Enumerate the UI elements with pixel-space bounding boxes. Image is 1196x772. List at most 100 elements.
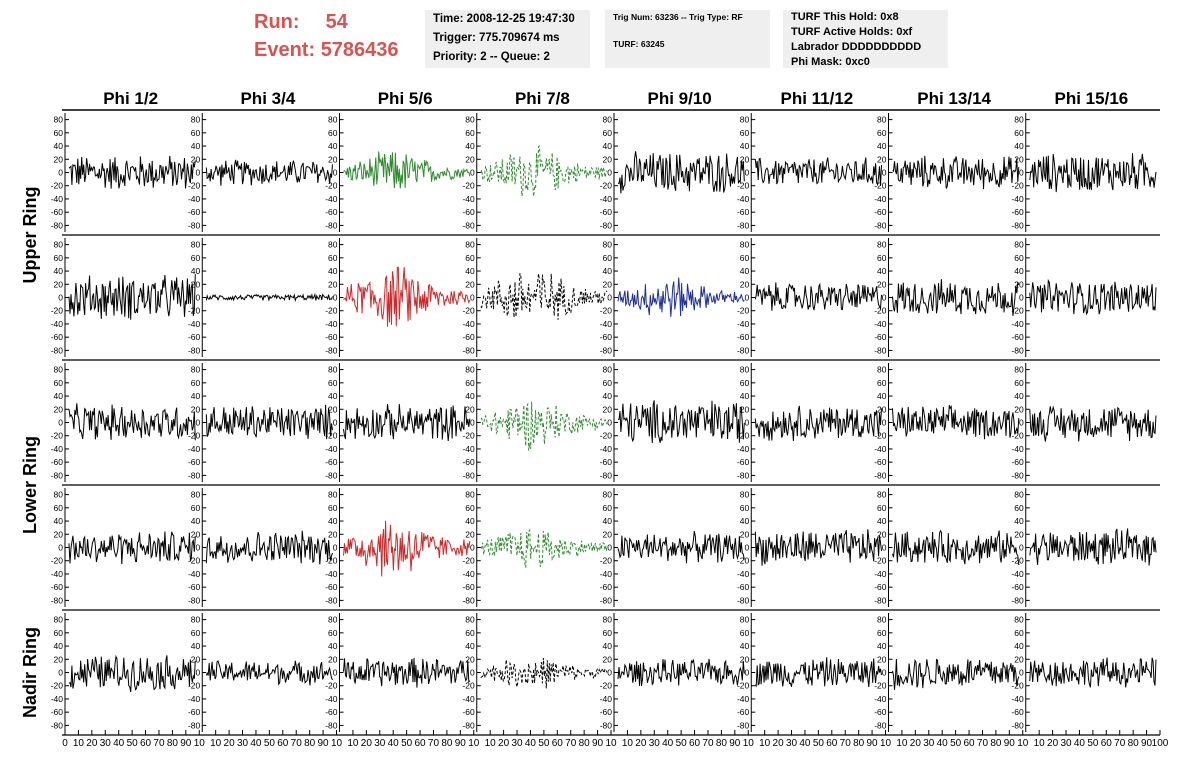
y-tick-label: -20 — [1011, 181, 1024, 191]
y-tick-label: 60 — [877, 628, 887, 638]
x-tick-label: 30 — [923, 738, 935, 749]
y-tick-label: 20 — [54, 529, 64, 539]
waveform-trace — [480, 401, 608, 451]
x-tick-label: 40 — [662, 738, 674, 749]
y-tick-label: -20 — [188, 306, 201, 316]
y-tick-label: -60 — [325, 207, 338, 217]
y-tick-label: 0 — [196, 543, 201, 553]
y-tick-label: -60 — [1011, 207, 1024, 217]
y-tick-label: -60 — [737, 582, 750, 592]
y-tick-label: -60 — [600, 707, 613, 717]
y-tick-label: -20 — [737, 681, 750, 691]
y-tick-label: 80 — [54, 490, 64, 500]
y-tick-label: -60 — [737, 707, 750, 717]
y-tick-label: 0 — [470, 668, 475, 678]
x-tick-label: 80 — [1128, 738, 1140, 749]
y-tick-label: 20 — [877, 529, 887, 539]
labrador-text: Labrador DDDDDDDDDD — [791, 41, 922, 53]
y-tick-label: -80 — [462, 720, 475, 730]
y-tick-label: 80 — [191, 365, 201, 375]
waveform-trace — [205, 292, 333, 303]
x-tick-label: 60 — [689, 738, 701, 749]
y-tick-label: -60 — [188, 332, 201, 342]
y-tick-label: 0 — [470, 293, 475, 303]
turf-active-holds-text: TURF Active Holds: 0xf — [791, 26, 913, 38]
x-tick-label: 40 — [250, 738, 262, 749]
y-tick-label: 60 — [1014, 378, 1024, 388]
y-tick-label: 0 — [196, 418, 201, 428]
y-tick-label: -20 — [1011, 681, 1024, 691]
waveform-trace — [480, 657, 608, 689]
y-tick-label: 40 — [54, 391, 64, 401]
y-tick-label: 80 — [603, 115, 613, 125]
y-tick-label: -40 — [462, 569, 475, 579]
waveform-trace — [68, 403, 196, 441]
waveform-trace — [68, 274, 196, 320]
y-tick-label: 0 — [1019, 543, 1024, 553]
y-tick-label: -80 — [737, 220, 750, 230]
y-tick-label: 60 — [191, 378, 201, 388]
y-tick-label: 40 — [877, 516, 887, 526]
y-tick-label: 40 — [54, 141, 64, 151]
x-tick-label: 10 — [759, 738, 771, 749]
y-tick-label: 80 — [191, 615, 201, 625]
y-tick-label: 40 — [1014, 516, 1024, 526]
y-tick-label: -40 — [462, 319, 475, 329]
y-tick-label: 0 — [333, 168, 338, 178]
y-tick-label: 20 — [1014, 279, 1024, 289]
y-tick-label: -40 — [737, 694, 750, 704]
y-tick-label: 40 — [54, 516, 64, 526]
column-header: Phi 9/10 — [647, 89, 711, 108]
x-tick-label: 30 — [786, 738, 798, 749]
y-tick-label: -20 — [51, 181, 64, 191]
waveform-trace — [343, 151, 471, 189]
y-tick-label: -60 — [874, 582, 887, 592]
y-tick-label: -60 — [51, 207, 64, 217]
y-tick-label: -40 — [874, 194, 887, 204]
y-tick-label: 20 — [465, 654, 475, 664]
y-tick-label: 40 — [191, 266, 201, 276]
y-tick-label: 80 — [1014, 115, 1024, 125]
y-tick-label: 20 — [328, 154, 338, 164]
y-tick-label: -40 — [325, 194, 338, 204]
y-tick-label: 0 — [1019, 668, 1024, 678]
y-tick-label: -60 — [51, 457, 64, 467]
y-tick-label: 0 — [470, 543, 475, 553]
y-tick-label: 20 — [740, 529, 750, 539]
waveform-trace — [617, 151, 745, 194]
y-tick-label: -60 — [188, 207, 201, 217]
y-tick-label: 0 — [1019, 418, 1024, 428]
y-tick-label: 60 — [54, 128, 64, 138]
waveform-trace — [1029, 278, 1157, 316]
x-tick-label: 60 — [414, 738, 426, 749]
y-tick-label: 60 — [54, 503, 64, 513]
y-tick-label: 60 — [740, 128, 750, 138]
y-tick-label: -40 — [188, 694, 201, 704]
x-tick-label: 20 — [910, 738, 922, 749]
x-tick-label: 30 — [649, 738, 661, 749]
x-tick-label: 100 — [1152, 738, 1169, 749]
y-tick-label: -20 — [325, 681, 338, 691]
y-tick-label: 20 — [191, 529, 201, 539]
y-tick-label: 60 — [1014, 503, 1024, 513]
x-tick-label: 70 — [1114, 738, 1126, 749]
y-tick-label: 80 — [465, 240, 475, 250]
y-tick-label: -40 — [325, 444, 338, 454]
y-tick-label: 80 — [877, 115, 887, 125]
y-tick-label: -80 — [325, 720, 338, 730]
y-tick-label: -60 — [51, 707, 64, 717]
y-tick-label: 20 — [328, 654, 338, 664]
y-tick-label: 80 — [603, 240, 613, 250]
y-tick-label: 20 — [603, 404, 613, 414]
y-tick-label: 60 — [740, 253, 750, 263]
y-tick-label: 0 — [196, 293, 201, 303]
y-tick-label: -20 — [874, 306, 887, 316]
y-tick-label: 40 — [1014, 641, 1024, 651]
y-tick-label: 40 — [1014, 141, 1024, 151]
y-tick-label: -80 — [51, 220, 64, 230]
y-tick-label: 20 — [54, 279, 64, 289]
waveform-trace — [892, 404, 1020, 440]
waveform-trace — [754, 529, 882, 566]
y-tick-label: 40 — [877, 641, 887, 651]
y-tick-label: 20 — [328, 404, 338, 414]
